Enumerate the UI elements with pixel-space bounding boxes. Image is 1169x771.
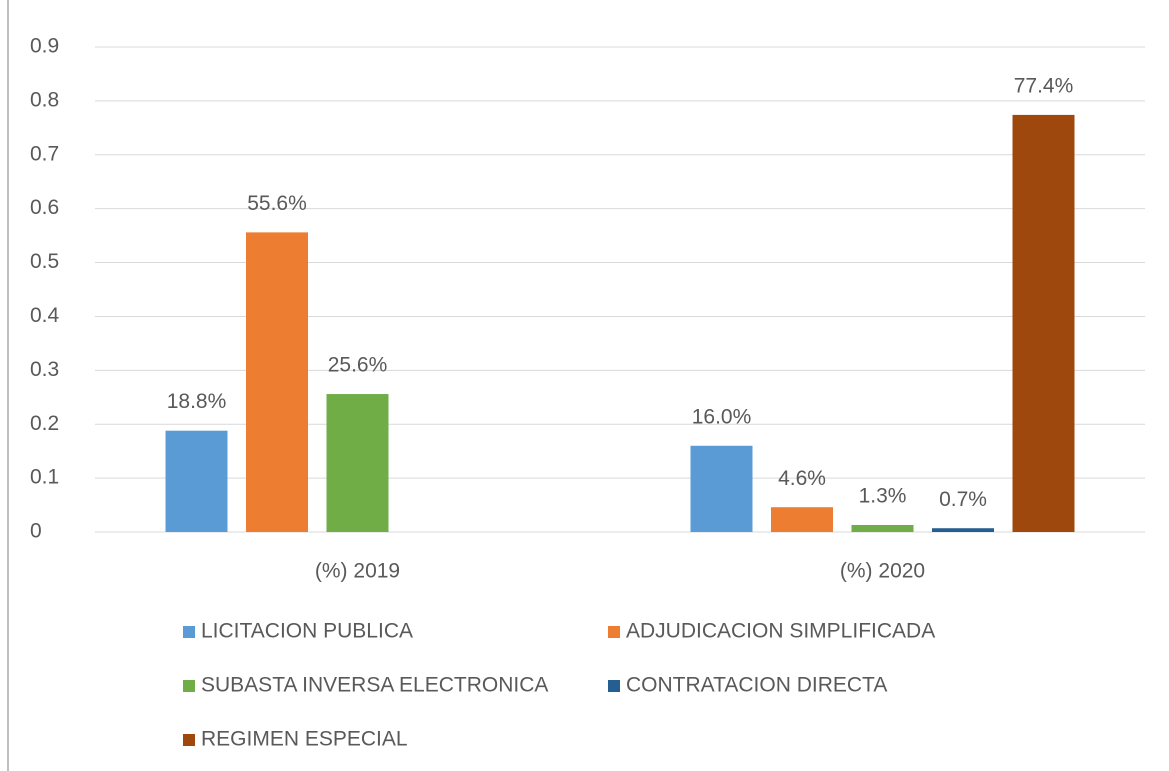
y-tick-label: 0.6 bbox=[30, 196, 59, 219]
y-tick-label: 0.2 bbox=[30, 412, 59, 435]
x-tick-label: (%) 2019 bbox=[315, 560, 400, 583]
bar bbox=[771, 507, 833, 532]
bar bbox=[851, 524, 914, 532]
bar bbox=[1012, 114, 1075, 533]
data-label: 18.8% bbox=[167, 390, 227, 413]
bar bbox=[690, 445, 753, 532]
data-label: 55.6% bbox=[247, 192, 307, 215]
y-tick-label: 0.4 bbox=[30, 304, 60, 327]
data-label: 25.6% bbox=[328, 354, 388, 377]
bar bbox=[932, 528, 994, 532]
legend-swatch bbox=[608, 680, 620, 692]
y-tick-label: 0 bbox=[30, 520, 42, 543]
bar bbox=[326, 394, 389, 532]
y-tick-label: 0.3 bbox=[30, 358, 59, 381]
legend-label: CONTRATACION DIRECTA bbox=[626, 674, 887, 697]
legend-label: REGIMEN ESPECIAL bbox=[201, 728, 408, 751]
legend-swatch bbox=[608, 626, 620, 638]
legend-label: SUBASTA INVERSA ELECTRONICA bbox=[201, 674, 548, 697]
data-label: 0.7% bbox=[939, 488, 987, 511]
legend-swatch bbox=[183, 626, 195, 638]
x-tick-label: (%) 2020 bbox=[840, 560, 925, 583]
y-tick-label: 0.5 bbox=[30, 250, 59, 273]
bar bbox=[165, 430, 228, 532]
y-tick-label: 0.7 bbox=[30, 142, 59, 165]
data-label: 4.6% bbox=[778, 467, 826, 490]
data-label: 1.3% bbox=[859, 485, 907, 508]
data-label: 77.4% bbox=[1014, 74, 1074, 97]
y-tick-label: 0.8 bbox=[30, 88, 59, 111]
y-tick-label: 0.1 bbox=[30, 466, 59, 489]
legend-swatch bbox=[183, 734, 195, 746]
data-label: 16.0% bbox=[692, 405, 752, 428]
legend-label: LICITACION PUBLICA bbox=[201, 620, 413, 643]
bar bbox=[246, 232, 308, 532]
y-tick-label: 0.9 bbox=[30, 35, 59, 58]
legend-swatch bbox=[183, 680, 195, 692]
legend-label: ADJUDICACION SIMPLIFICADA bbox=[626, 620, 935, 643]
